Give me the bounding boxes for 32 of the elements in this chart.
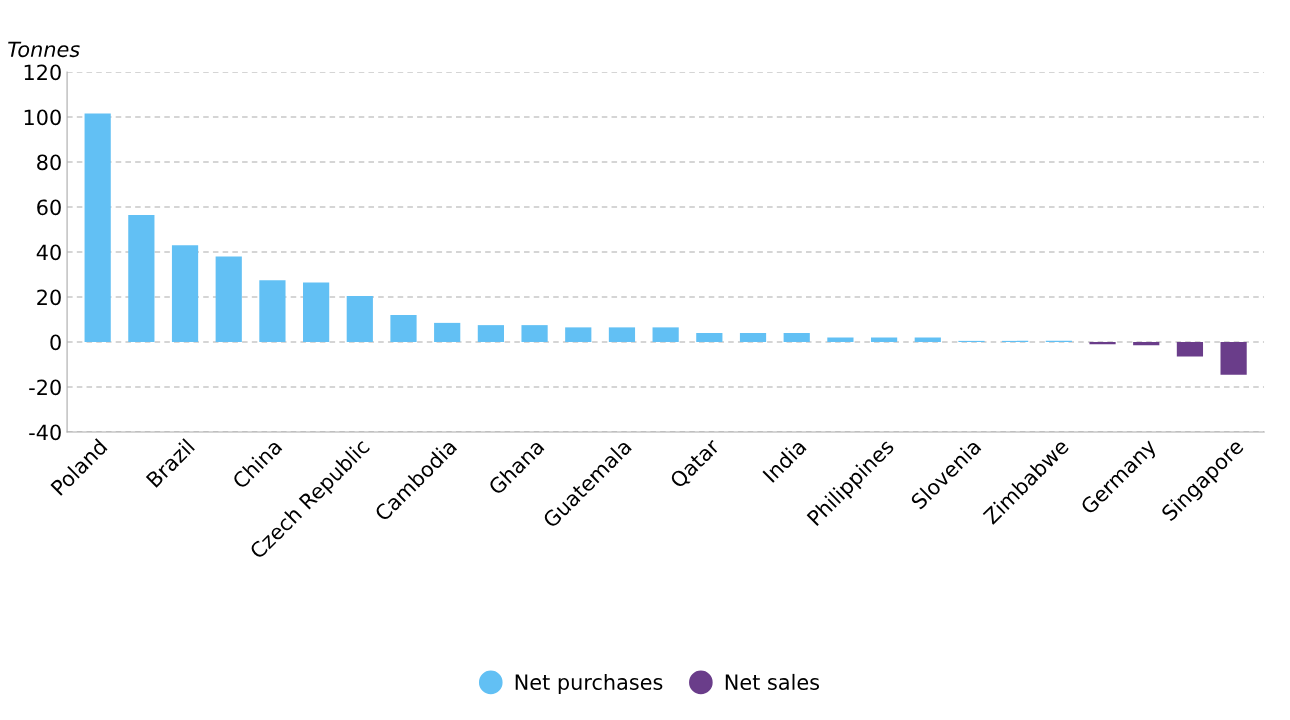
bar	[303, 282, 330, 342]
bar	[84, 113, 111, 342]
legend-label: Net purchases	[515, 673, 663, 695]
bar	[1089, 342, 1116, 345]
bar	[128, 214, 155, 342]
y-axis-title: Tonnes	[8, 41, 80, 58]
bar	[346, 295, 373, 342]
bar	[477, 325, 504, 342]
y-tick-label: 40	[36, 244, 61, 261]
bar	[171, 245, 199, 342]
legend-label: Net sales	[725, 673, 820, 691]
y-tick-label: 20	[37, 289, 61, 306]
bar	[259, 280, 286, 342]
bar	[739, 333, 767, 342]
bar	[1220, 342, 1247, 375]
bar	[696, 333, 723, 342]
bar	[565, 327, 592, 342]
y-tick-label: 60	[37, 199, 61, 216]
bar	[215, 256, 242, 342]
bar	[390, 315, 417, 342]
bar	[783, 333, 810, 342]
y-tick-label: 0	[50, 334, 61, 351]
y-tick-label: -20	[29, 379, 61, 396]
bar	[652, 327, 679, 342]
bar	[434, 322, 461, 342]
bar	[521, 325, 548, 342]
y-tick-label: 80	[37, 154, 61, 171]
bar	[608, 327, 636, 342]
bar	[1176, 342, 1204, 357]
y-tick-label: 120	[24, 64, 61, 81]
y-tick-label: 100	[24, 109, 61, 126]
bar	[827, 337, 854, 342]
